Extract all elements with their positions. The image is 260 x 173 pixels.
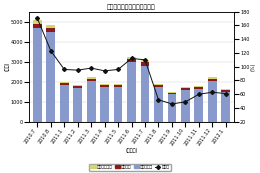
Bar: [194, 89, 203, 122]
Bar: [194, 87, 203, 89]
Bar: [208, 79, 217, 81]
Bar: [114, 85, 122, 87]
Title: 民生用電子機器出荷金額推移: 民生用電子機器出荷金額推移: [107, 4, 156, 10]
Bar: [47, 28, 55, 32]
Bar: [73, 86, 82, 88]
Bar: [221, 89, 230, 90]
Bar: [141, 62, 149, 66]
Bar: [221, 92, 230, 122]
Bar: [181, 90, 190, 122]
Bar: [208, 77, 217, 79]
Bar: [87, 77, 96, 79]
Bar: [33, 24, 42, 28]
Bar: [87, 79, 96, 81]
Bar: [47, 25, 55, 28]
Bar: [60, 85, 69, 122]
Bar: [127, 62, 136, 122]
Bar: [33, 20, 42, 24]
Bar: [100, 84, 109, 85]
Bar: [194, 86, 203, 87]
Bar: [141, 60, 149, 62]
Bar: [154, 84, 163, 85]
Bar: [167, 92, 176, 93]
Bar: [127, 59, 136, 62]
Bar: [33, 28, 42, 122]
Bar: [167, 93, 176, 94]
Bar: [73, 85, 82, 86]
Bar: [87, 81, 96, 122]
Bar: [141, 66, 149, 122]
Bar: [221, 90, 230, 92]
Bar: [114, 87, 122, 122]
Bar: [100, 85, 109, 87]
Y-axis label: (億円): (億円): [4, 62, 9, 71]
X-axis label: (年・月): (年・月): [125, 148, 138, 153]
Bar: [73, 88, 82, 122]
Bar: [154, 85, 163, 87]
Legend: プラズマ製品, 液晶製品, 薄型製品計, 前年比: プラズマ製品, 液晶製品, 薄型製品計, 前年比: [89, 164, 171, 171]
Bar: [154, 87, 163, 122]
Bar: [60, 83, 69, 85]
Bar: [100, 87, 109, 122]
Bar: [60, 81, 69, 83]
Bar: [167, 94, 176, 122]
Bar: [127, 57, 136, 59]
Bar: [47, 32, 55, 122]
Bar: [208, 81, 217, 122]
Bar: [181, 88, 190, 90]
Y-axis label: (%): (%): [251, 62, 256, 71]
Bar: [114, 84, 122, 85]
